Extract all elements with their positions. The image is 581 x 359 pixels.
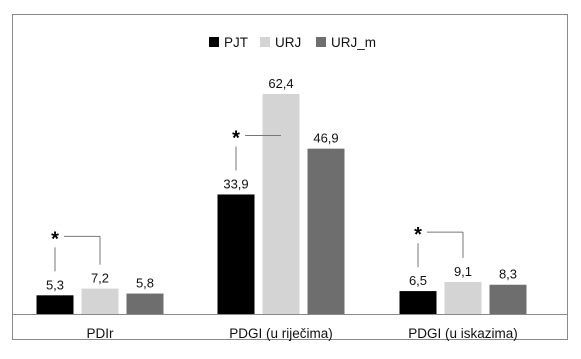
significance-bracket-pdgi-u-rije-ima: * <box>232 127 281 171</box>
category-label-pdgi-u-rije-ima: PDGI (u riječima) <box>229 326 333 341</box>
value-label-pjt-pdgi-u-iskazima: 6,5 <box>409 273 427 288</box>
value-label-urj-m-pdgi-u-rije-ima: 46,9 <box>313 131 338 146</box>
bar-pjt-pdgi-u-iskazima <box>399 291 437 314</box>
bar-pjt-pdir <box>36 295 74 314</box>
bar-urj-pdgi-u-iskazima <box>444 281 482 314</box>
bars <box>36 94 527 314</box>
value-labels: 5,3 33,9 6,5 7,2 62,4 9,1 5,8 46,9 8,3 <box>46 76 517 292</box>
legend-swatch-pjt <box>209 37 219 47</box>
value-label-urj-pdgi-u-rije-ima: 62,4 <box>268 76 293 91</box>
bar-pjt-pdgi-u-rije-ima <box>217 194 255 314</box>
value-label-urj-m-pdgi-u-iskazima: 8,3 <box>499 267 517 282</box>
significance-asterisk: * <box>232 127 240 149</box>
value-label-urj-pdir: 7,2 <box>91 271 109 286</box>
bar-urj-m-pdgi-u-rije-ima <box>307 148 345 314</box>
significance-asterisk: * <box>51 228 59 250</box>
bar-urj-pdgi-u-rije-ima <box>262 94 300 314</box>
bar-urj-m-pdir <box>126 293 164 314</box>
category-label-pdir: PDIr <box>87 326 115 341</box>
legend: PJT URJ URJ_m <box>209 35 376 50</box>
legend-label-pjt: PJT <box>224 35 248 50</box>
legend-swatch-urj <box>260 37 270 47</box>
legend-label-urj: URJ <box>275 35 301 50</box>
value-label-pjt-pdgi-u-rije-ima: 33,9 <box>223 176 248 191</box>
bar-urj-pdir <box>81 288 119 314</box>
value-label-urj-m-pdir: 5,8 <box>136 276 154 291</box>
significance-markers: * * * <box>51 127 464 272</box>
significance-bracket-pdgi-u-iskazima: * <box>414 224 464 268</box>
value-label-pjt-pdir: 5,3 <box>46 277 64 292</box>
significance-bracket-pdir: * <box>51 228 101 272</box>
legend-label-urj-m: URJ_m <box>331 35 376 50</box>
legend-swatch-urj-m <box>316 37 326 47</box>
bar-urj-m-pdgi-u-iskazima <box>489 284 527 314</box>
significance-asterisk: * <box>414 224 422 246</box>
value-label-urj-pdgi-u-iskazima: 9,1 <box>454 264 472 279</box>
x-axis-tick-labels: PDIr PDGI (u riječima) PDGI (u iskazima) <box>87 326 518 341</box>
category-label-pdgi-u-iskazima: PDGI (u iskazima) <box>408 326 518 341</box>
